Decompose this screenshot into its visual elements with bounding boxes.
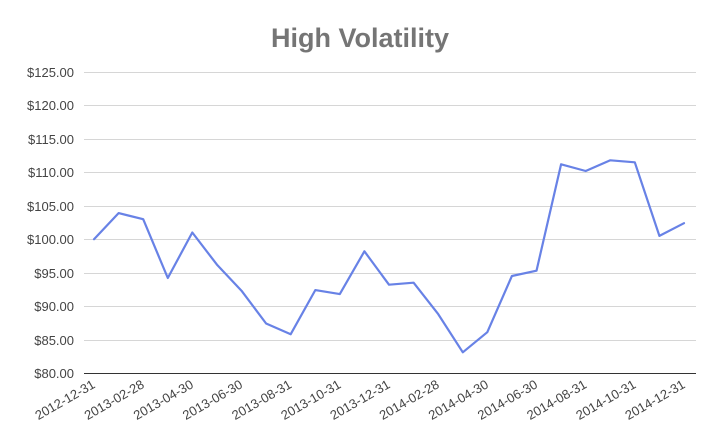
y-tick-label: $100.00 <box>27 232 74 247</box>
y-tick-label: $110.00 <box>28 165 74 180</box>
y-tick-label: $95.00 <box>34 266 74 281</box>
y-tick-label: $80.00 <box>34 366 74 381</box>
y-tick-label: $90.00 <box>34 299 74 314</box>
series-line <box>92 159 686 354</box>
gridlines <box>84 72 696 374</box>
y-tick-label: $85.00 <box>34 333 74 348</box>
y-tick-label: $120.00 <box>27 98 74 113</box>
x-axis-ticks: 2012-12-312013-02-282013-04-302013-06-30… <box>32 377 687 423</box>
series-layer <box>92 159 686 354</box>
chart-title: High Volatility <box>271 23 449 53</box>
y-tick-label: $105.00 <box>27 199 74 214</box>
y-tick-label: $115.00 <box>28 132 74 147</box>
y-axis-ticks: $80.00 $85.00 $90.00 $95.00 $100.00 $105.00 $1… <box>27 65 74 381</box>
y-tick-label: $125.00 <box>27 65 74 80</box>
